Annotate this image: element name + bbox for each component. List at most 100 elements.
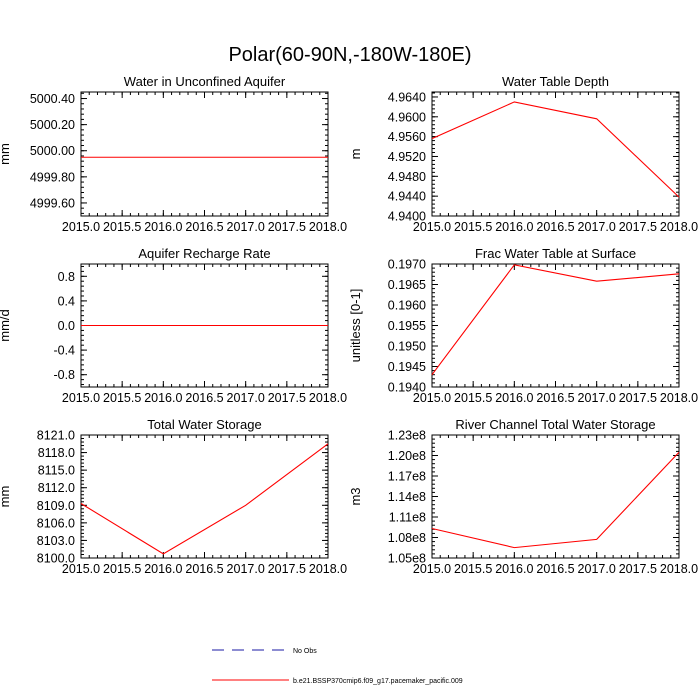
x-tick-label: 2017.5 xyxy=(268,220,306,234)
y-tick-label: 0.1950 xyxy=(388,340,426,354)
panel-title: Total Water Storage xyxy=(147,417,261,432)
x-tick-label: 2015.0 xyxy=(62,562,100,576)
y-tick-label: 8115.0 xyxy=(38,464,75,478)
panel-title: River Channel Total Water Storage xyxy=(455,417,655,432)
y-tick-label: 1.17e8 xyxy=(388,470,426,484)
series-line xyxy=(431,101,680,198)
legend-label: b.e21.BSSP370cmip6.f09_g17.pacemaker_pac… xyxy=(293,678,463,685)
x-tick-label: 2017.5 xyxy=(619,391,657,405)
y-tick-label: 4999.60 xyxy=(30,196,75,210)
y-axis-label: mm xyxy=(0,486,12,508)
x-tick-label: 2017.5 xyxy=(268,391,306,405)
x-tick-label: 2018.0 xyxy=(309,220,347,234)
x-tick-label: 2016.0 xyxy=(144,562,182,576)
y-tick-label: -0.8 xyxy=(53,368,75,382)
x-tick-label: 2016.5 xyxy=(536,391,574,405)
chart-panel-2: Water Table Depth 2015.0 2015.5 2016.0 2016.… xyxy=(348,74,698,234)
x-tick-label: 2017.0 xyxy=(227,562,265,576)
y-tick-label: 4.9440 xyxy=(388,190,426,204)
y-tick-label: 0.1970 xyxy=(388,258,426,272)
y-tick-label: 0.4 xyxy=(58,294,75,308)
x-tick-label: 2016.0 xyxy=(144,220,182,234)
x-tick-label: 2018.0 xyxy=(660,562,698,576)
y-tick-label: 5000.40 xyxy=(30,92,75,106)
y-tick-label: 8112.0 xyxy=(38,481,75,495)
x-tick-label: 2015.5 xyxy=(454,391,492,405)
y-tick-label: 1.08e8 xyxy=(388,531,426,545)
x-tick-label: 2018.0 xyxy=(309,562,347,576)
y-tick-label: 8121.0 xyxy=(37,429,75,443)
series-line xyxy=(431,264,680,376)
x-tick-label: 2016.5 xyxy=(185,562,223,576)
y-axis-label: mm xyxy=(0,143,12,165)
x-tick-label: 2015.0 xyxy=(62,391,100,405)
x-tick-label: 2015.5 xyxy=(103,220,141,234)
y-tick-label: 4.9560 xyxy=(388,130,426,144)
x-tick-label: 2016.0 xyxy=(495,562,533,576)
x-tick-label: 2016.0 xyxy=(144,391,182,405)
y-tick-label: 8103.0 xyxy=(37,534,75,548)
plot-frame xyxy=(80,434,329,559)
y-tick-label: 0.1955 xyxy=(388,319,426,333)
chart-panel-6: River Channel Total Water Storage 2015.0 2… xyxy=(348,417,698,576)
legend-label: No Obs xyxy=(293,648,317,655)
x-tick-label: 2017.0 xyxy=(227,220,265,234)
x-tick-label: 2017.0 xyxy=(578,391,616,405)
y-tick-label: 0.0 xyxy=(58,319,75,333)
x-tick-label: 2015.0 xyxy=(62,220,100,234)
x-tick-label: 2018.0 xyxy=(660,391,698,405)
y-tick-label: 8118.0 xyxy=(38,446,75,460)
y-tick-label: 8109.0 xyxy=(37,499,75,513)
x-tick-label: 2016.0 xyxy=(495,220,533,234)
y-tick-label: 4.9400 xyxy=(388,210,426,224)
x-tick-label: 2018.0 xyxy=(660,220,698,234)
x-tick-label: 2015.5 xyxy=(103,391,141,405)
y-tick-label: -0.4 xyxy=(53,344,75,358)
x-tick-label: 2016.5 xyxy=(185,391,223,405)
x-tick-label: 2017.5 xyxy=(619,220,657,234)
y-tick-label: 4999.80 xyxy=(30,170,75,184)
figure-title: Polar(60-90N,-180W-180E) xyxy=(228,44,471,66)
y-axis-label: unitless [0-1] xyxy=(348,289,363,363)
panel-title: Aquifer Recharge Rate xyxy=(138,246,270,261)
plot-frame xyxy=(431,434,680,559)
y-tick-label: 4.9640 xyxy=(388,90,426,104)
x-tick-label: 2016.5 xyxy=(536,562,574,576)
y-tick-label: 4.9600 xyxy=(388,110,426,124)
x-tick-label: 2017.5 xyxy=(619,562,657,576)
y-tick-label: 8106.0 xyxy=(37,516,75,530)
y-axis-label: m3 xyxy=(348,487,363,505)
x-tick-label: 2016.0 xyxy=(495,391,533,405)
y-tick-label: 0.1940 xyxy=(388,381,426,395)
plot-frame xyxy=(80,91,329,217)
y-tick-label: 0.1945 xyxy=(388,360,426,374)
x-tick-label: 2017.0 xyxy=(578,562,616,576)
y-axis-label: m xyxy=(348,149,363,160)
y-tick-label: 0.8 xyxy=(58,270,75,284)
x-tick-label: 2016.5 xyxy=(536,220,574,234)
y-tick-label: 5000.20 xyxy=(30,118,75,132)
y-tick-label: 0.1965 xyxy=(388,278,426,292)
y-tick-label: 1.05e8 xyxy=(388,552,426,566)
panel-title: Water in Unconfined Aquifer xyxy=(124,74,286,89)
x-tick-label: 2017.0 xyxy=(227,391,265,405)
series-line xyxy=(80,443,329,555)
x-tick-label: 2017.0 xyxy=(578,220,616,234)
legend: No Obs b.e21.BSSP370cmip6.f09_g17.pacemak… xyxy=(212,648,463,685)
x-tick-label: 2015.5 xyxy=(103,562,141,576)
y-tick-label: 4.9520 xyxy=(388,150,426,164)
x-tick-label: 2015.0 xyxy=(413,220,451,234)
panel-title: Water Table Depth xyxy=(502,74,609,89)
x-tick-label: 2015.0 xyxy=(413,562,451,576)
x-tick-label: 2017.5 xyxy=(268,562,306,576)
x-tick-label: 2018.0 xyxy=(309,391,347,405)
x-tick-label: 2015.0 xyxy=(413,391,451,405)
y-tick-label: 1.20e8 xyxy=(388,449,426,463)
series-line xyxy=(431,451,680,549)
y-axis-label: mm/d xyxy=(0,309,12,342)
